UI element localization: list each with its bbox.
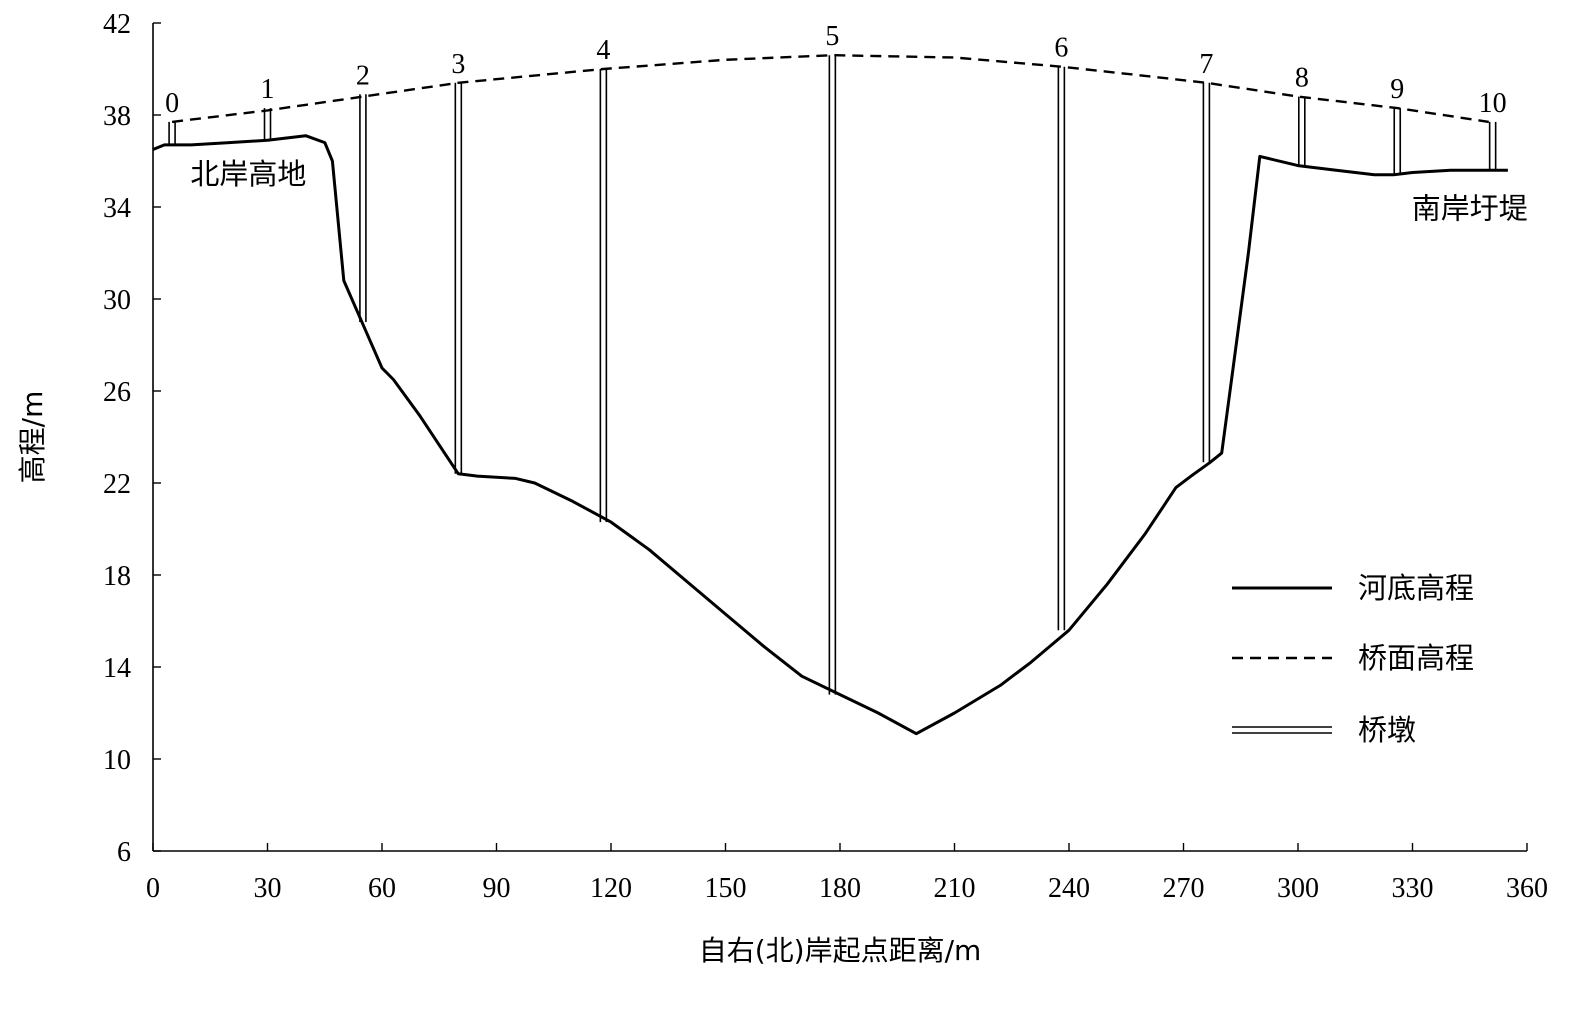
x-tick-label: 180 bbox=[819, 873, 861, 904]
y-tick-label: 18 bbox=[103, 561, 131, 592]
pier-fill bbox=[1394, 108, 1401, 175]
annotation-south-bank: 南岸圩堤 bbox=[1412, 192, 1528, 226]
x-axis-title: 自右(北)岸起点距离/m bbox=[699, 934, 982, 967]
axes: 0 30 60 90 120 150 180 210 240 270 300 330 360610141… bbox=[103, 9, 1548, 904]
y-tick-label: 26 bbox=[103, 377, 131, 408]
x-tick-label: 0 bbox=[146, 873, 160, 904]
x-tick-label: 150 bbox=[705, 873, 747, 904]
pier-label: 4 bbox=[596, 35, 610, 66]
pier-fill bbox=[169, 121, 176, 145]
legend-label: 桥墩 bbox=[1358, 713, 1416, 747]
pier-fill bbox=[1058, 66, 1065, 631]
pier-7 bbox=[1202, 82, 1211, 463]
pier-fill bbox=[600, 69, 607, 523]
pier-fill bbox=[829, 55, 836, 695]
x-tick-label: 330 bbox=[1392, 873, 1434, 904]
pier-fill bbox=[1489, 121, 1496, 171]
annotation-north-bank: 北岸高地 bbox=[190, 157, 306, 191]
pier-label: 9 bbox=[1390, 74, 1404, 105]
pier-3 bbox=[454, 82, 463, 474]
y-tick-label: 34 bbox=[103, 193, 131, 224]
y-tick-label: 30 bbox=[103, 285, 131, 316]
pier-5 bbox=[828, 55, 837, 695]
pier-label: 8 bbox=[1295, 63, 1309, 94]
pier-fill bbox=[359, 94, 366, 322]
y-tick-label: 22 bbox=[103, 469, 131, 500]
series-layer bbox=[152, 54, 1508, 736]
pier-2 bbox=[359, 94, 367, 322]
legend-label: 河底高程 bbox=[1358, 571, 1474, 605]
x-tick-label: 300 bbox=[1277, 873, 1319, 904]
pier-label: 2 bbox=[356, 60, 370, 91]
x-tick-label: 240 bbox=[1048, 873, 1090, 904]
pier-10 bbox=[1488, 121, 1497, 171]
pier-1 bbox=[263, 108, 272, 141]
x-tick-label: 90 bbox=[483, 873, 511, 904]
y-tick-label: 42 bbox=[103, 9, 131, 40]
x-tick-label: 210 bbox=[934, 873, 976, 904]
pier-6 bbox=[1057, 66, 1066, 631]
pier-label: 1 bbox=[261, 74, 275, 105]
pier-fill bbox=[264, 108, 271, 141]
y-tick-label: 10 bbox=[103, 745, 131, 776]
pier-fill bbox=[455, 82, 462, 474]
pier-fill bbox=[1298, 96, 1305, 166]
x-tick-label: 30 bbox=[254, 873, 282, 904]
y-tick-label: 6 bbox=[117, 837, 131, 868]
pier-8 bbox=[1298, 96, 1306, 166]
pier-label: 6 bbox=[1054, 33, 1068, 64]
pier-label: 10 bbox=[1479, 88, 1507, 119]
y-axis-title: 高程/m bbox=[16, 391, 49, 484]
series-line-riverbed bbox=[152, 134, 1508, 736]
pier-0 bbox=[168, 121, 176, 145]
pier-label: 5 bbox=[825, 21, 839, 52]
x-tick-label: 120 bbox=[590, 873, 632, 904]
y-tick-label: 38 bbox=[103, 101, 131, 132]
y-tick-label: 14 bbox=[103, 653, 131, 684]
pier-label: 0 bbox=[165, 88, 179, 119]
pier-label: 7 bbox=[1199, 49, 1213, 80]
piers-layer bbox=[168, 55, 1497, 695]
x-tick-label: 360 bbox=[1506, 873, 1548, 904]
pier-fill bbox=[1203, 82, 1210, 463]
legend-label: 桥面高程 bbox=[1358, 641, 1474, 675]
pier-label: 3 bbox=[451, 49, 465, 80]
x-tick-label: 270 bbox=[1163, 873, 1205, 904]
x-tick-label: 60 bbox=[368, 873, 396, 904]
pier-9 bbox=[1393, 108, 1402, 175]
pier-4 bbox=[599, 69, 608, 523]
series-line-bridge-deck bbox=[171, 54, 1489, 124]
